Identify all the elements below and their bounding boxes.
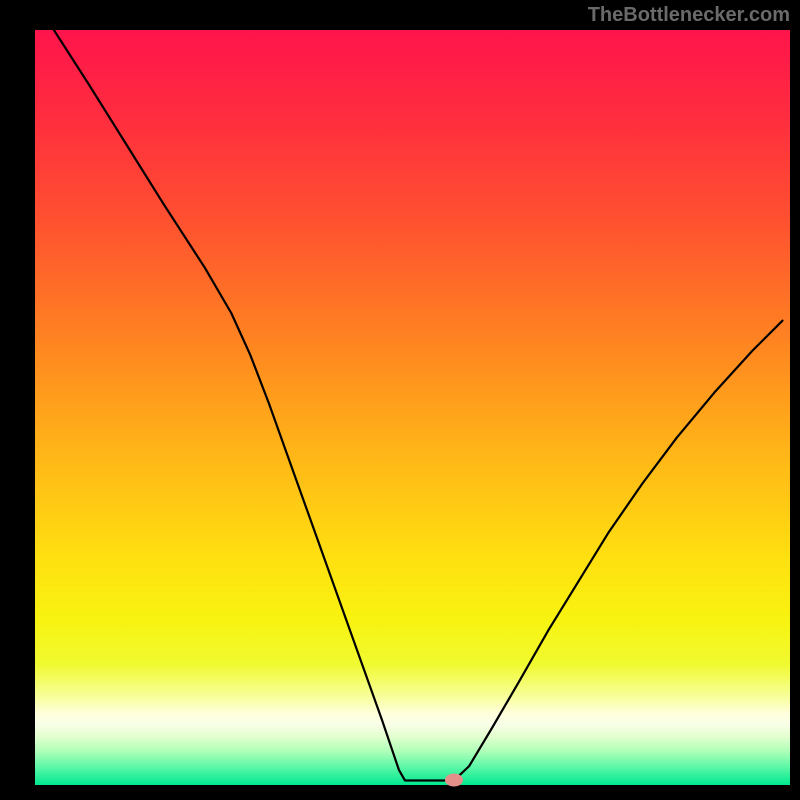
attribution-text: TheBottlenecker.com [588, 4, 790, 27]
chart-stage: TheBottlenecker.com [0, 0, 800, 800]
plot-area [35, 30, 790, 785]
gradient-background [35, 30, 790, 785]
optimum-marker [445, 774, 463, 787]
